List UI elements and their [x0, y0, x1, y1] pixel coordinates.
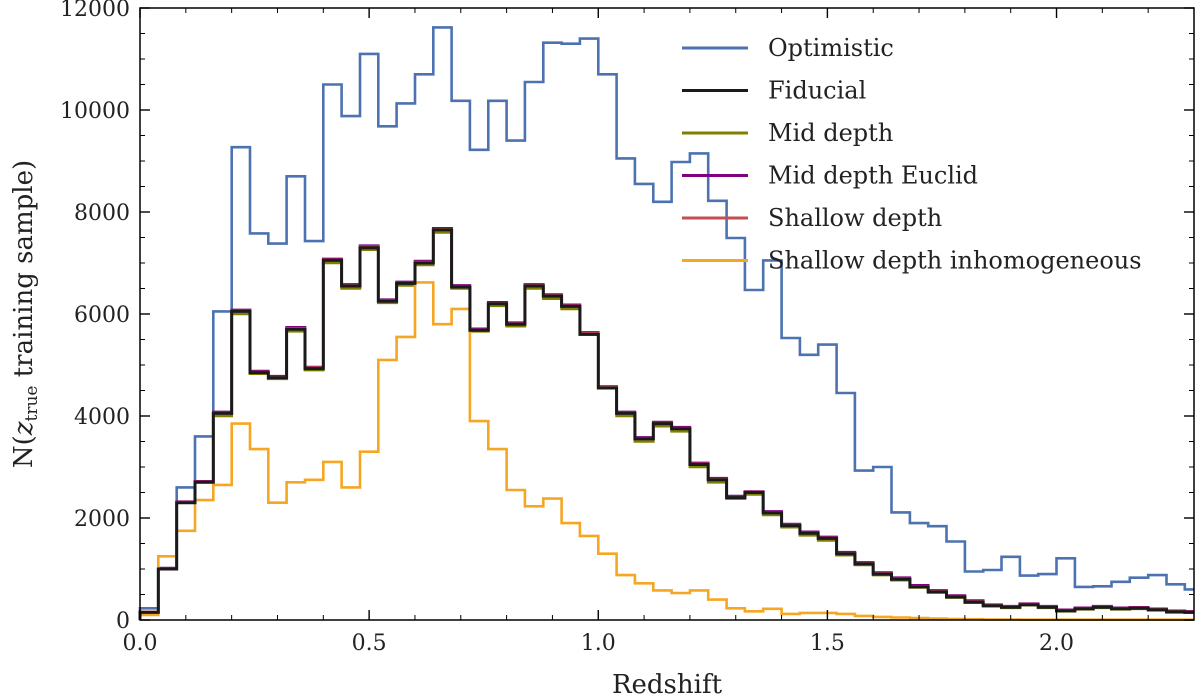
y-label-var: z: [9, 421, 39, 436]
y-label-post: training sample): [9, 160, 39, 386]
axis-ticks: [139, 7, 1194, 621]
y-label-pre: N(: [9, 435, 39, 468]
y-tick-label: 4000: [74, 405, 130, 430]
plot-frame: [139, 7, 1195, 621]
x-tick-label: 1.0: [581, 631, 616, 656]
legend-label: Shallow depth inhomogeneous: [768, 247, 1142, 275]
x-axis-label: Redshift: [612, 670, 723, 699]
y-tick-label: 6000: [74, 303, 130, 328]
x-tick-label: 1.5: [810, 631, 845, 656]
series-line-fiducial: [138, 228, 1194, 620]
y-tick-label: 10000: [60, 99, 130, 124]
legend-label: Fiducial: [768, 77, 866, 105]
series-line-mid-depth: [138, 231, 1194, 620]
y-tick-label: 8000: [74, 201, 130, 226]
y-label-sub: true: [22, 386, 42, 422]
series-layer: [138, 26, 1194, 621]
x-tick-label: 2.0: [1039, 631, 1074, 656]
legend: Optimistic Fiducial Mid depth Mid depth Euc…: [682, 34, 1142, 275]
x-tick-label: 0.0: [123, 631, 158, 656]
legend-label: Shallow depth: [768, 204, 942, 232]
x-tick-labels: 0.0 0.5 1.0 1.5 2.0: [123, 631, 1075, 656]
y-tick-label: 2000: [74, 507, 130, 532]
y-axis-label: N(ztrue training sample): [9, 160, 42, 468]
series-line-optimistic: [138, 26, 1194, 620]
legend-label: Mid depth Euclid: [768, 162, 978, 190]
y-tick-labels: 0 2000 4000 6000 8000 10000 12000: [60, 0, 130, 634]
y-tick-label: 12000: [60, 0, 130, 22]
y-tick-label: 0: [116, 609, 130, 634]
legend-label: Mid depth: [768, 119, 893, 147]
x-tick-label: 0.5: [352, 631, 387, 656]
legend-label: Optimistic: [768, 34, 894, 62]
series-line-shallow-depth-inhomogeneous: [138, 281, 1194, 621]
